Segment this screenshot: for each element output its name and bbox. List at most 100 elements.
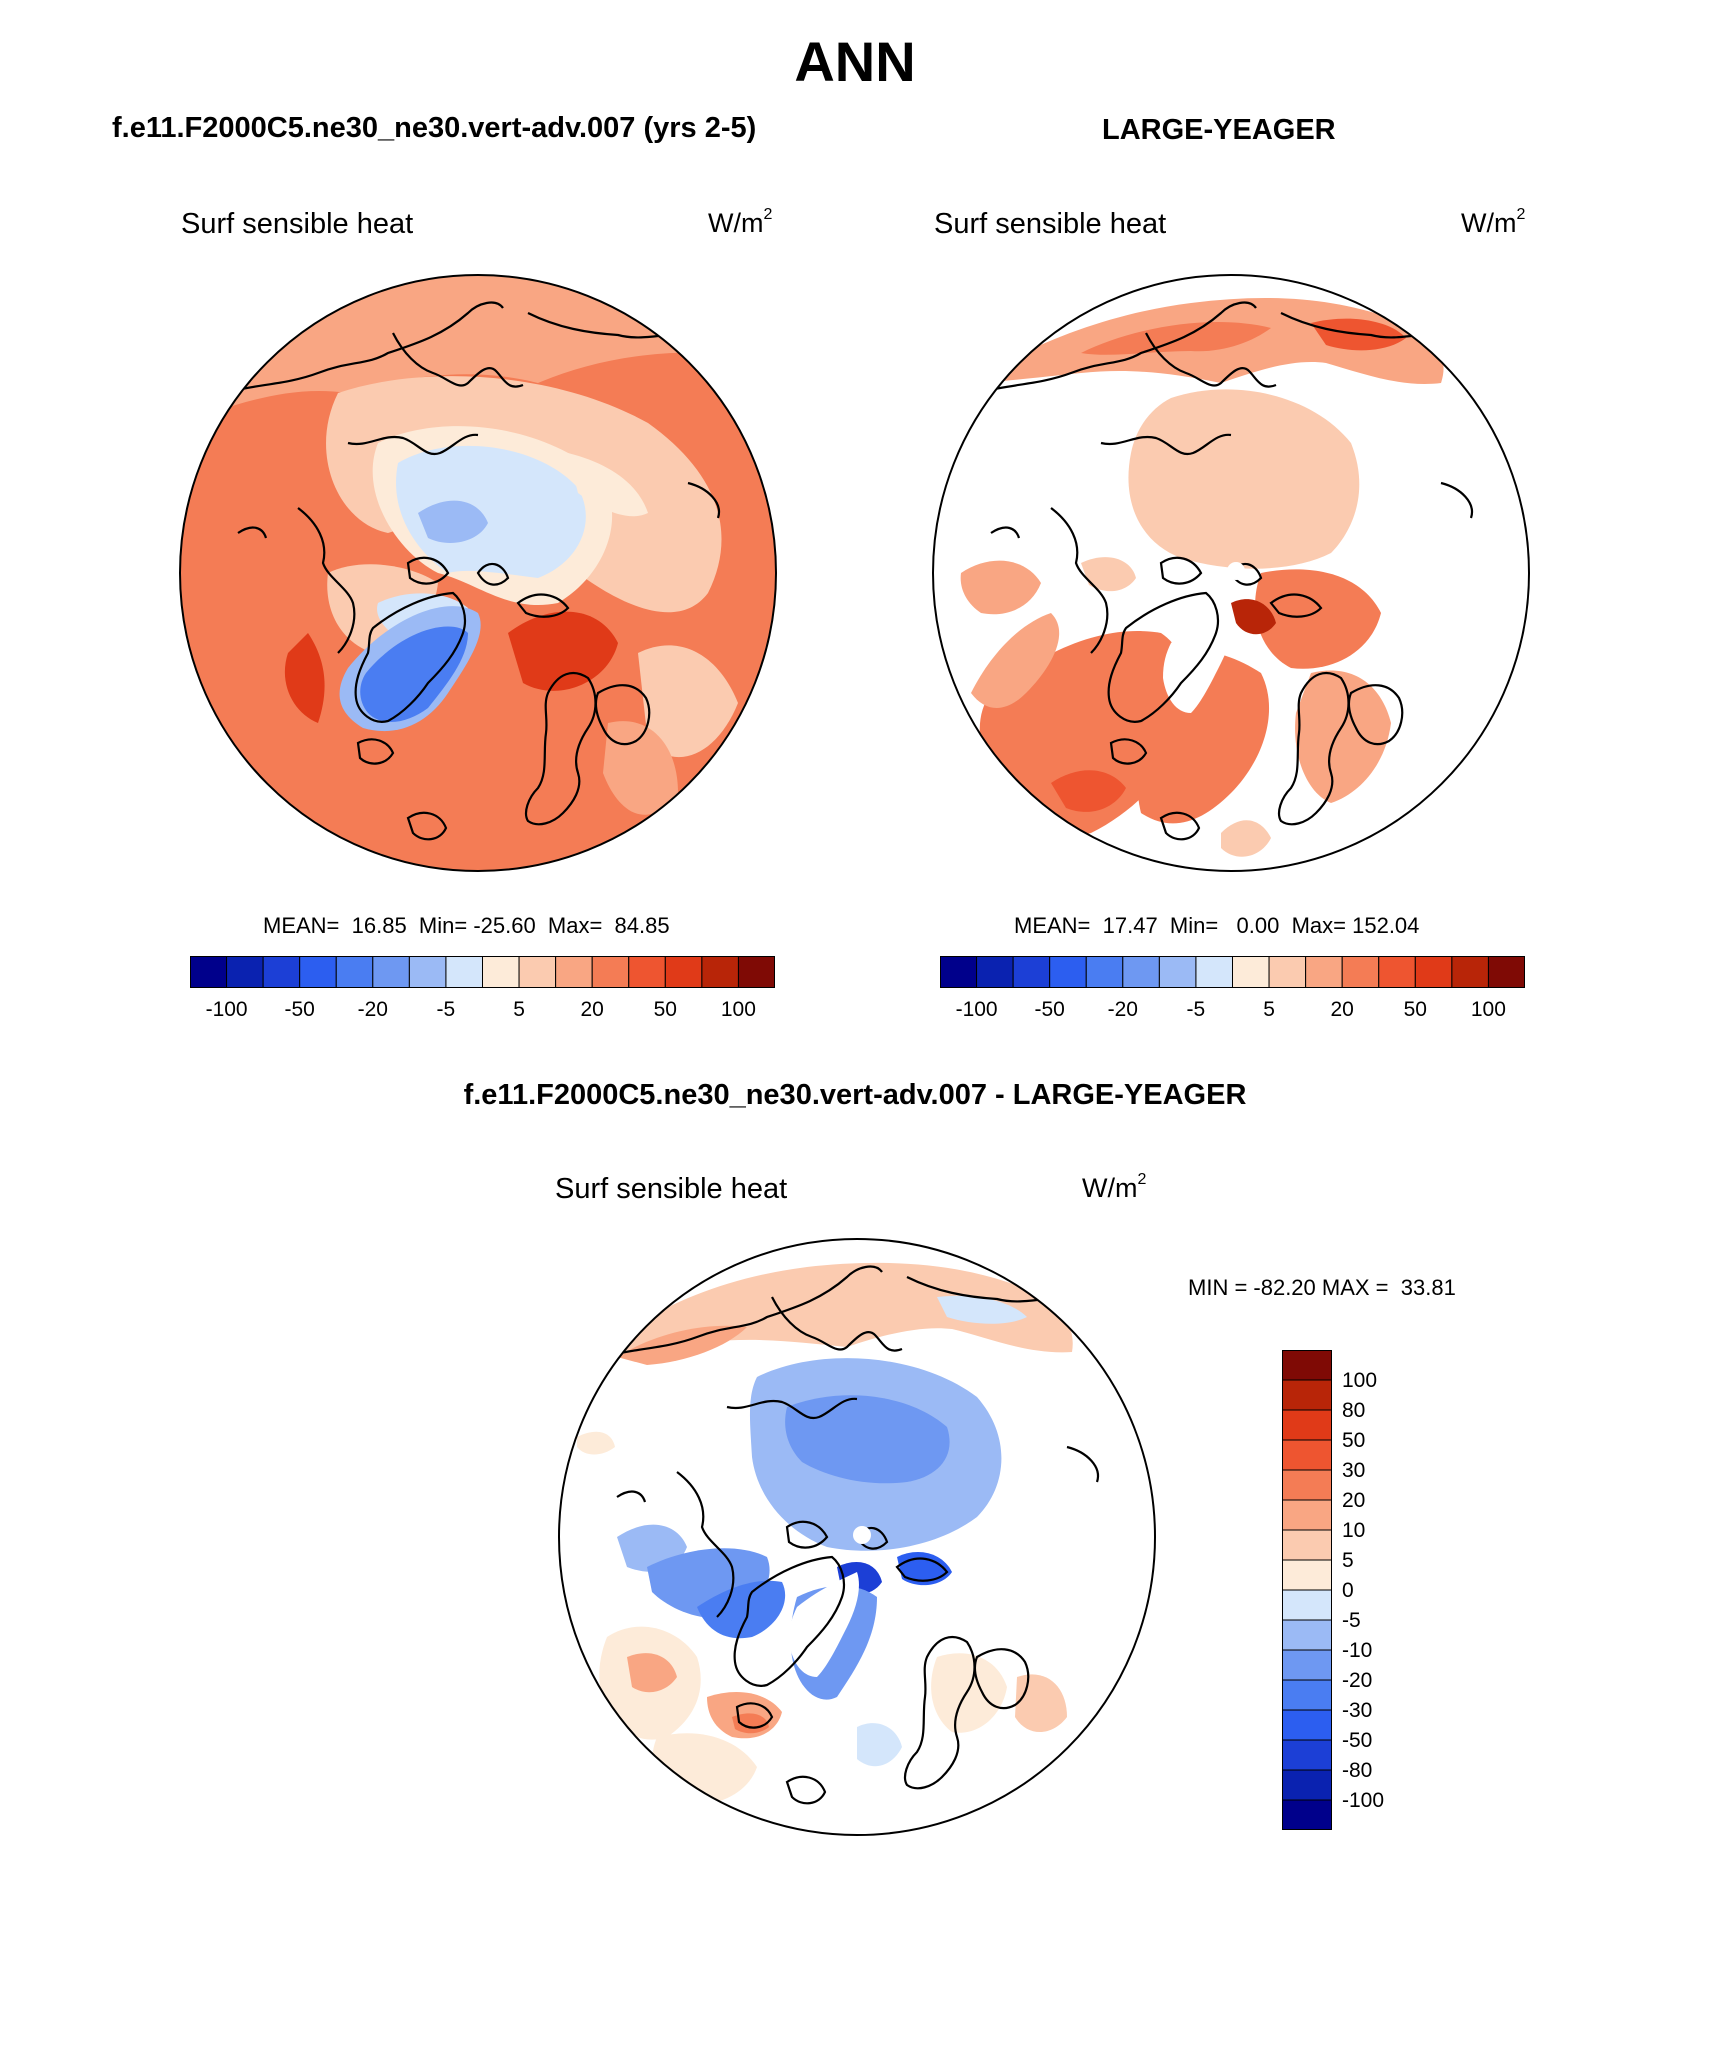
test-colorbar-ticks: -100 -50 -20 -5 5 20 50 100	[190, 999, 775, 1029]
diff-colorbar	[1282, 1350, 1332, 1830]
colorbar-swatch	[372, 956, 410, 988]
colorbar-swatch	[408, 956, 447, 988]
colorbar-swatch	[940, 956, 978, 988]
colorbar-swatch	[1049, 956, 1087, 988]
colorbar-tick: -50	[1342, 1729, 1373, 1752]
diff-polar-map	[558, 1238, 1156, 1836]
obs-case-title: LARGE-YEAGER	[1102, 114, 1336, 146]
colorbar-tick: 100	[1342, 1369, 1378, 1392]
colorbar-tick: 50	[1342, 1429, 1366, 1452]
colorbar-swatch	[1282, 1769, 1332, 1801]
colorbar-swatch	[1414, 956, 1453, 988]
colorbar-tick: -5	[1186, 998, 1206, 1021]
obs-variable-label: Surf sensible heat	[934, 208, 1167, 240]
colorbar-tick: -5	[1342, 1609, 1361, 1632]
colorbar-tick: 50	[653, 998, 677, 1021]
colorbar-tick: 20	[1330, 998, 1354, 1021]
colorbar-swatch	[299, 956, 337, 988]
obs-colorbar	[940, 956, 1525, 988]
obs-stats: MEAN= 17.47 Min= 0.00 Max= 152.04	[1014, 913, 1420, 938]
colorbar-tick: 5	[1263, 998, 1275, 1021]
test-stats: MEAN= 16.85 Min= -25.60 Max= 84.85	[263, 913, 670, 938]
colorbar-swatch	[591, 956, 630, 988]
colorbar-swatch	[1282, 1709, 1332, 1741]
test-case-title: f.e11.F2000C5.ne30_ne30.vert-adv.007 (yr…	[112, 112, 757, 144]
colorbar-swatch	[1012, 956, 1051, 988]
colorbar-swatch	[1282, 1409, 1332, 1441]
colorbar-tick: 20	[580, 998, 604, 1021]
colorbar-swatch	[1282, 1529, 1332, 1561]
colorbar-tick: 100	[720, 998, 756, 1021]
colorbar-tick: 5	[513, 998, 525, 1021]
obs-units: W/m2	[1461, 206, 1526, 238]
colorbar-tick: -50	[1034, 998, 1065, 1021]
colorbar-swatch	[1282, 1589, 1332, 1621]
colorbar-swatch	[1282, 1799, 1332, 1830]
colorbar-swatch	[1158, 956, 1197, 988]
diff-case-title: f.e11.F2000C5.ne30_ne30.vert-adv.007 - L…	[463, 1079, 1247, 1111]
colorbar-swatch	[1195, 956, 1234, 988]
colorbar-tick: 5	[1342, 1549, 1354, 1572]
colorbar-swatch	[1378, 956, 1416, 988]
diff-colorbar-ticks: 100 80 50 30 20 10 5 0 -5 -10 -20 -30 -5…	[1342, 1350, 1442, 1830]
diff-stats: MIN = -82.20 MAX = 33.81	[1188, 1275, 1456, 1300]
colorbar-swatch	[1451, 956, 1489, 988]
diff-variable-label: Surf sensible heat	[555, 1173, 788, 1205]
colorbar-tick: -5	[436, 998, 456, 1021]
colorbar-tick: 20	[1342, 1489, 1366, 1512]
colorbar-tick: -100	[205, 998, 248, 1021]
colorbar-tick: 10	[1342, 1519, 1366, 1542]
colorbar-swatch	[1282, 1649, 1332, 1681]
colorbar-tick: -100	[955, 998, 998, 1021]
colorbar-swatch	[518, 956, 557, 988]
colorbar-tick: -50	[284, 998, 315, 1021]
colorbar-tick: 0	[1342, 1579, 1354, 1602]
colorbar-tick: 30	[1342, 1459, 1366, 1482]
colorbar-swatch	[1282, 1379, 1332, 1411]
page-title: ANN	[794, 30, 916, 93]
colorbar-swatch	[664, 956, 703, 988]
colorbar-swatch	[701, 956, 739, 988]
obs-colorbar-ticks: -100 -50 -20 -5 5 20 50 100	[940, 999, 1525, 1029]
colorbar-swatch	[190, 956, 228, 988]
colorbar-tick: -80	[1342, 1759, 1373, 1782]
colorbar-swatch	[1305, 956, 1343, 988]
colorbar-swatch	[1268, 956, 1307, 988]
colorbar-tick: 50	[1403, 998, 1427, 1021]
colorbar-tick: 80	[1342, 1399, 1366, 1422]
colorbar-swatch	[555, 956, 593, 988]
colorbar-swatch	[445, 956, 484, 988]
colorbar-swatch	[1122, 956, 1160, 988]
colorbar-swatch	[1282, 1439, 1332, 1471]
colorbar-swatch	[976, 956, 1014, 988]
colorbar-swatch	[1232, 956, 1270, 988]
colorbar-swatch	[335, 956, 374, 988]
colorbar-swatch	[1341, 956, 1380, 988]
colorbar-tick: 100	[1470, 998, 1506, 1021]
colorbar-tick: -10	[1342, 1639, 1373, 1662]
colorbar-swatch	[1282, 1559, 1332, 1591]
test-polar-map	[179, 274, 777, 872]
obs-polar-map	[932, 274, 1530, 872]
colorbar-tick: -20	[357, 998, 388, 1021]
colorbar-swatch	[628, 956, 666, 988]
colorbar-tick: -20	[1342, 1669, 1373, 1692]
diff-units: W/m2	[1082, 1171, 1147, 1203]
colorbar-tick: -30	[1342, 1699, 1373, 1722]
colorbar-swatch	[226, 956, 264, 988]
colorbar-swatch	[1282, 1499, 1332, 1531]
colorbar-swatch	[1282, 1469, 1332, 1501]
colorbar-swatch	[1282, 1679, 1332, 1711]
colorbar-swatch	[1487, 956, 1525, 988]
colorbar-swatch	[737, 956, 775, 988]
colorbar-tick: -20	[1107, 998, 1138, 1021]
colorbar-swatch	[262, 956, 301, 988]
test-variable-label: Surf sensible heat	[181, 208, 414, 240]
colorbar-swatch	[482, 956, 520, 988]
colorbar-swatch	[1282, 1739, 1332, 1771]
test-units: W/m2	[708, 206, 773, 238]
colorbar-swatch	[1282, 1350, 1332, 1381]
colorbar-swatch	[1085, 956, 1124, 988]
colorbar-tick: -100	[1342, 1789, 1385, 1812]
test-colorbar	[190, 956, 775, 988]
